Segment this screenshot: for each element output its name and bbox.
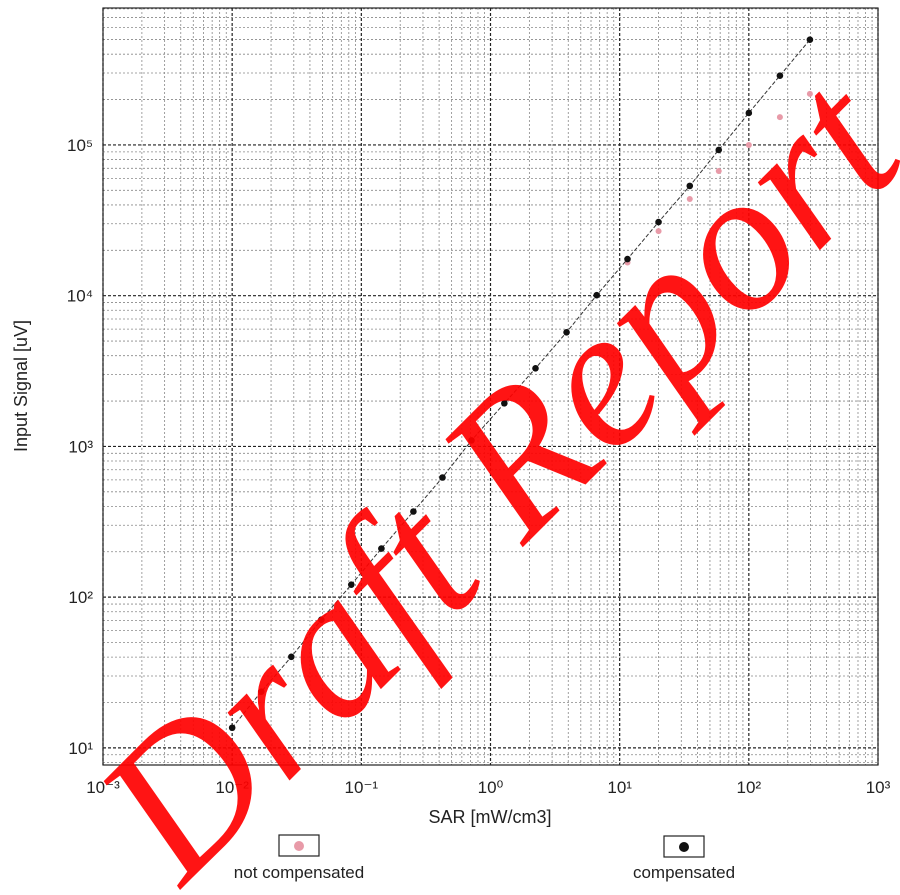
legend-label: compensated	[633, 863, 735, 882]
x-tick-label: 10⁰	[478, 778, 504, 797]
data-point	[318, 616, 325, 623]
data-point	[563, 329, 570, 336]
data-point	[378, 545, 385, 552]
x-tick-label: 10⁻²	[215, 778, 249, 797]
x-tick-label: 10³	[866, 778, 891, 797]
data-point	[655, 228, 662, 235]
data-point	[532, 365, 539, 372]
y-tick-label: 10⁴	[67, 287, 93, 306]
y-tick-label: 10⁵	[67, 136, 93, 155]
data-point	[468, 437, 475, 444]
data-point	[501, 400, 508, 407]
data-point	[228, 724, 236, 732]
data-point	[745, 109, 753, 117]
data-point	[439, 474, 446, 481]
data-point	[257, 688, 265, 695]
y-axis-label: Input Signal [uV]	[11, 320, 31, 452]
y-tick-label: 10¹	[68, 739, 93, 758]
data-point	[715, 146, 723, 154]
legend-marker	[679, 842, 689, 852]
fit-line	[231, 39, 811, 729]
x-tick-label: 10⁻¹	[345, 778, 379, 797]
legend-label: not compensated	[234, 863, 364, 882]
x-tick-label: 10¹	[607, 778, 632, 797]
y-tick-label: 10²	[68, 588, 93, 607]
data-point	[806, 90, 813, 97]
data-point	[347, 581, 355, 588]
data-point	[288, 653, 295, 661]
data-point	[593, 291, 600, 299]
data-point	[745, 141, 752, 148]
data-point	[686, 182, 694, 190]
x-tick-label: 10⁻³	[86, 778, 120, 797]
data-point	[715, 168, 722, 175]
data-point	[655, 218, 662, 226]
data-point	[806, 36, 814, 44]
plot-frame	[102, 7, 879, 766]
data-point	[776, 72, 784, 79]
data-point	[686, 195, 693, 202]
data-point	[624, 255, 631, 263]
y-tick-label: 10³	[68, 437, 93, 456]
legend-marker	[294, 841, 304, 851]
data-point	[410, 508, 417, 515]
x-axis-label: SAR [mW/cm3]	[428, 807, 551, 827]
watermark: Draft Report	[54, 33, 900, 890]
x-tick-label: 10²	[737, 778, 762, 797]
data-point	[776, 114, 783, 121]
